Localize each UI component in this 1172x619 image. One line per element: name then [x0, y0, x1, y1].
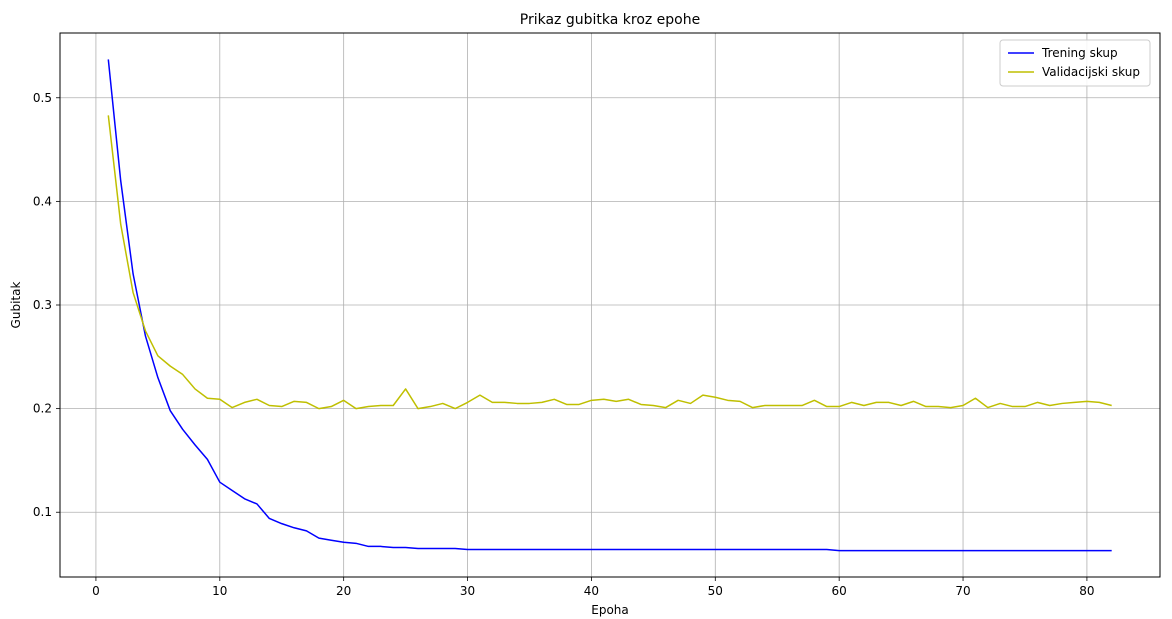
- x-tick-label: 70: [955, 584, 970, 598]
- x-tick-label: 30: [460, 584, 475, 598]
- y-tick-label: 0.5: [33, 91, 52, 105]
- x-tick-label: 10: [212, 584, 227, 598]
- plot-frame: [59, 32, 1161, 578]
- legend-box: [999, 39, 1151, 87]
- legend-label-1: Trening skup: [1041, 46, 1118, 60]
- x-tick-label: 0: [92, 584, 100, 598]
- y-tick-label: 0.4: [33, 194, 52, 208]
- series-line-2: [107, 115, 1112, 410]
- y-axis-ticks: 0.1 0.2 0.3 0.4 0.5: [33, 91, 60, 519]
- series-lines: [107, 59, 1112, 552]
- legend: Trening skup Validacijski skup: [999, 39, 1151, 87]
- x-tick-label: 60: [832, 584, 847, 598]
- chart-title: Prikaz gubitka kroz epohe: [520, 12, 700, 28]
- x-tick-label: 80: [1079, 584, 1094, 598]
- x-tick-label: 20: [336, 584, 351, 598]
- x-tick-label: 40: [584, 584, 599, 598]
- x-axis-ticks: 0 10 20 30 40 50 60 70 80: [92, 577, 1095, 598]
- y-axis-label: Gubitak: [9, 282, 23, 329]
- x-tick-label: 50: [708, 584, 723, 598]
- x-axis-label: Epoha: [591, 603, 629, 617]
- y-tick-label: 0.3: [33, 298, 52, 312]
- y-tick-label: 0.1: [33, 505, 52, 519]
- legend-label-2: Validacijski skup: [1042, 65, 1140, 79]
- y-tick-label: 0.2: [33, 402, 52, 416]
- grid: [60, 33, 1160, 577]
- series-line-1: [107, 59, 1112, 552]
